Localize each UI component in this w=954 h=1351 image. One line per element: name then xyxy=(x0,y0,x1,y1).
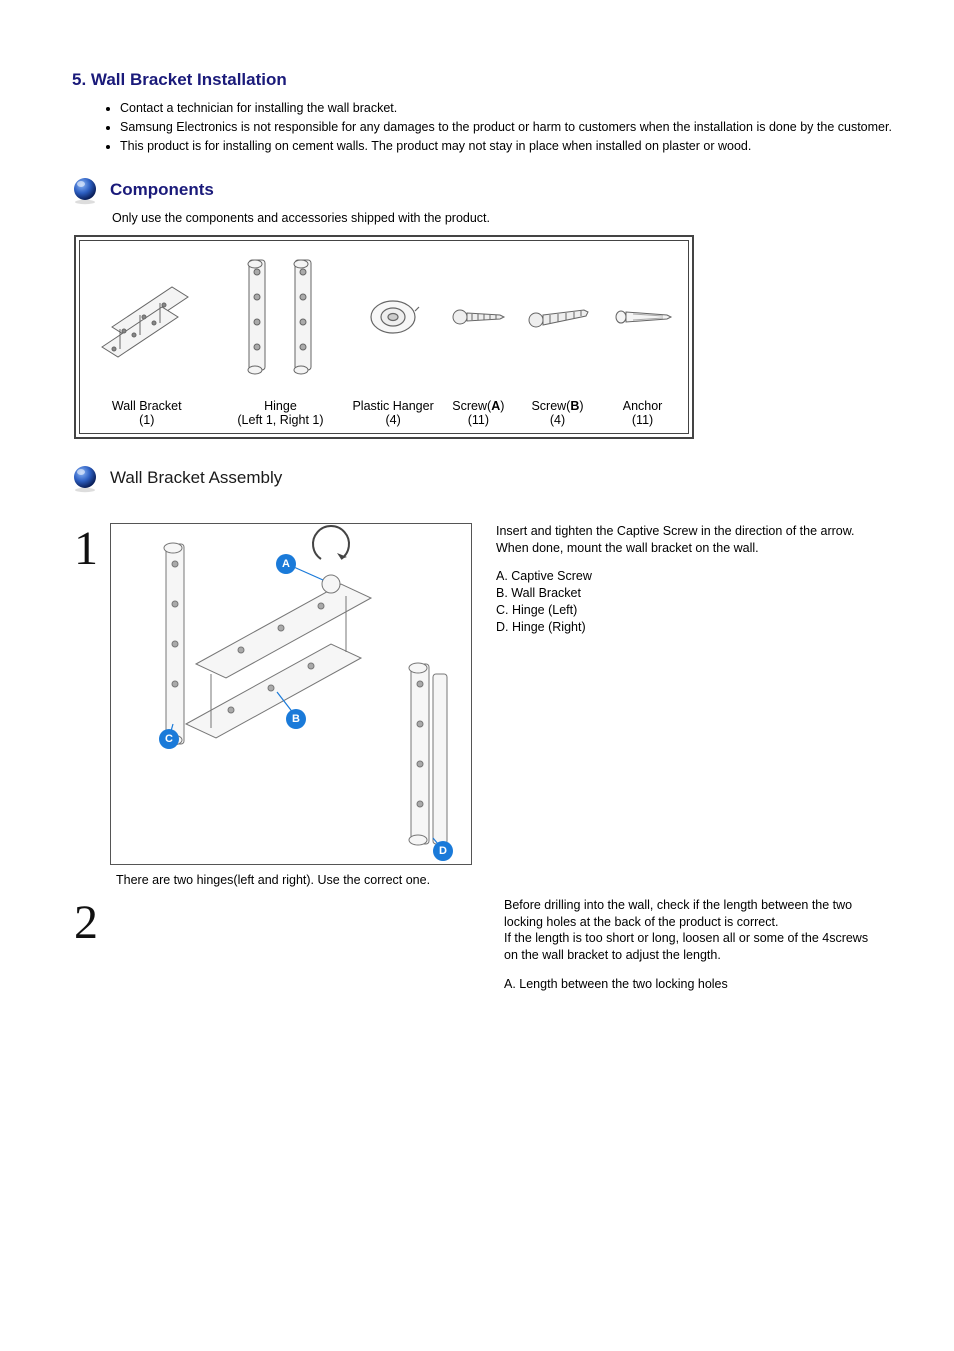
note-item: Contact a technician for installing the … xyxy=(120,100,894,117)
plastic-hanger-icon xyxy=(365,289,421,345)
components-heading: Components xyxy=(110,180,214,200)
step1-legend: D. Hinge (Right) xyxy=(496,619,856,636)
step-number: 2 xyxy=(74,897,110,947)
components-table: Wall Bracket (1) Hinge (Left 1, Right 1)… xyxy=(74,235,694,439)
step1-legend: C. Hinge (Left) xyxy=(496,602,856,619)
step1-legend: B. Wall Bracket xyxy=(496,585,856,602)
component-label: Anchor (11) xyxy=(597,393,688,434)
notes-list: Contact a technician for installing the … xyxy=(100,100,894,155)
screw-b-icon xyxy=(526,300,590,334)
component-label: Screw(A) (11) xyxy=(439,393,518,434)
diagram-label-a: A xyxy=(276,554,296,574)
section-bullet-icon xyxy=(70,175,100,205)
step-number: 1 xyxy=(74,523,110,573)
component-label: Plastic Hanger (4) xyxy=(347,393,438,434)
step2-legend: A. Length between the two locking holes xyxy=(504,976,874,993)
diagram-label-c: C xyxy=(159,729,179,749)
section-bullet-icon xyxy=(70,463,100,493)
wall-bracket-icon xyxy=(92,257,202,377)
step1-text: When done, mount the wall bracket on the… xyxy=(496,540,856,557)
diagram-label-b: B xyxy=(286,709,306,729)
component-label: Screw(B) (4) xyxy=(518,393,597,434)
component-label: Wall Bracket (1) xyxy=(80,393,214,434)
diagram-label-d: D xyxy=(433,841,453,861)
components-subtitle: Only use the components and accessories … xyxy=(112,211,894,225)
note-item: This product is for installing on cement… xyxy=(120,138,894,155)
assembly-diagram: A B C D xyxy=(110,523,472,865)
note-item: Samsung Electronics is not responsible f… xyxy=(120,119,894,136)
assembly-heading: Wall Bracket Assembly xyxy=(110,468,282,488)
step1-legend: A. Captive Screw xyxy=(496,568,856,585)
section-title: 5. Wall Bracket Installation xyxy=(72,70,894,90)
step1-text: Insert and tighten the Captive Screw in … xyxy=(496,523,856,540)
anchor-icon xyxy=(613,303,673,331)
step2-text: If the length is too short or long, loos… xyxy=(504,930,874,964)
component-label: Hinge (Left 1, Right 1) xyxy=(213,393,347,434)
hinge-icon xyxy=(225,252,335,382)
step1-caption: There are two hinges(left and right). Us… xyxy=(116,873,894,887)
step2-text: Before drilling into the wall, check if … xyxy=(504,897,874,931)
screw-a-icon xyxy=(450,301,506,333)
